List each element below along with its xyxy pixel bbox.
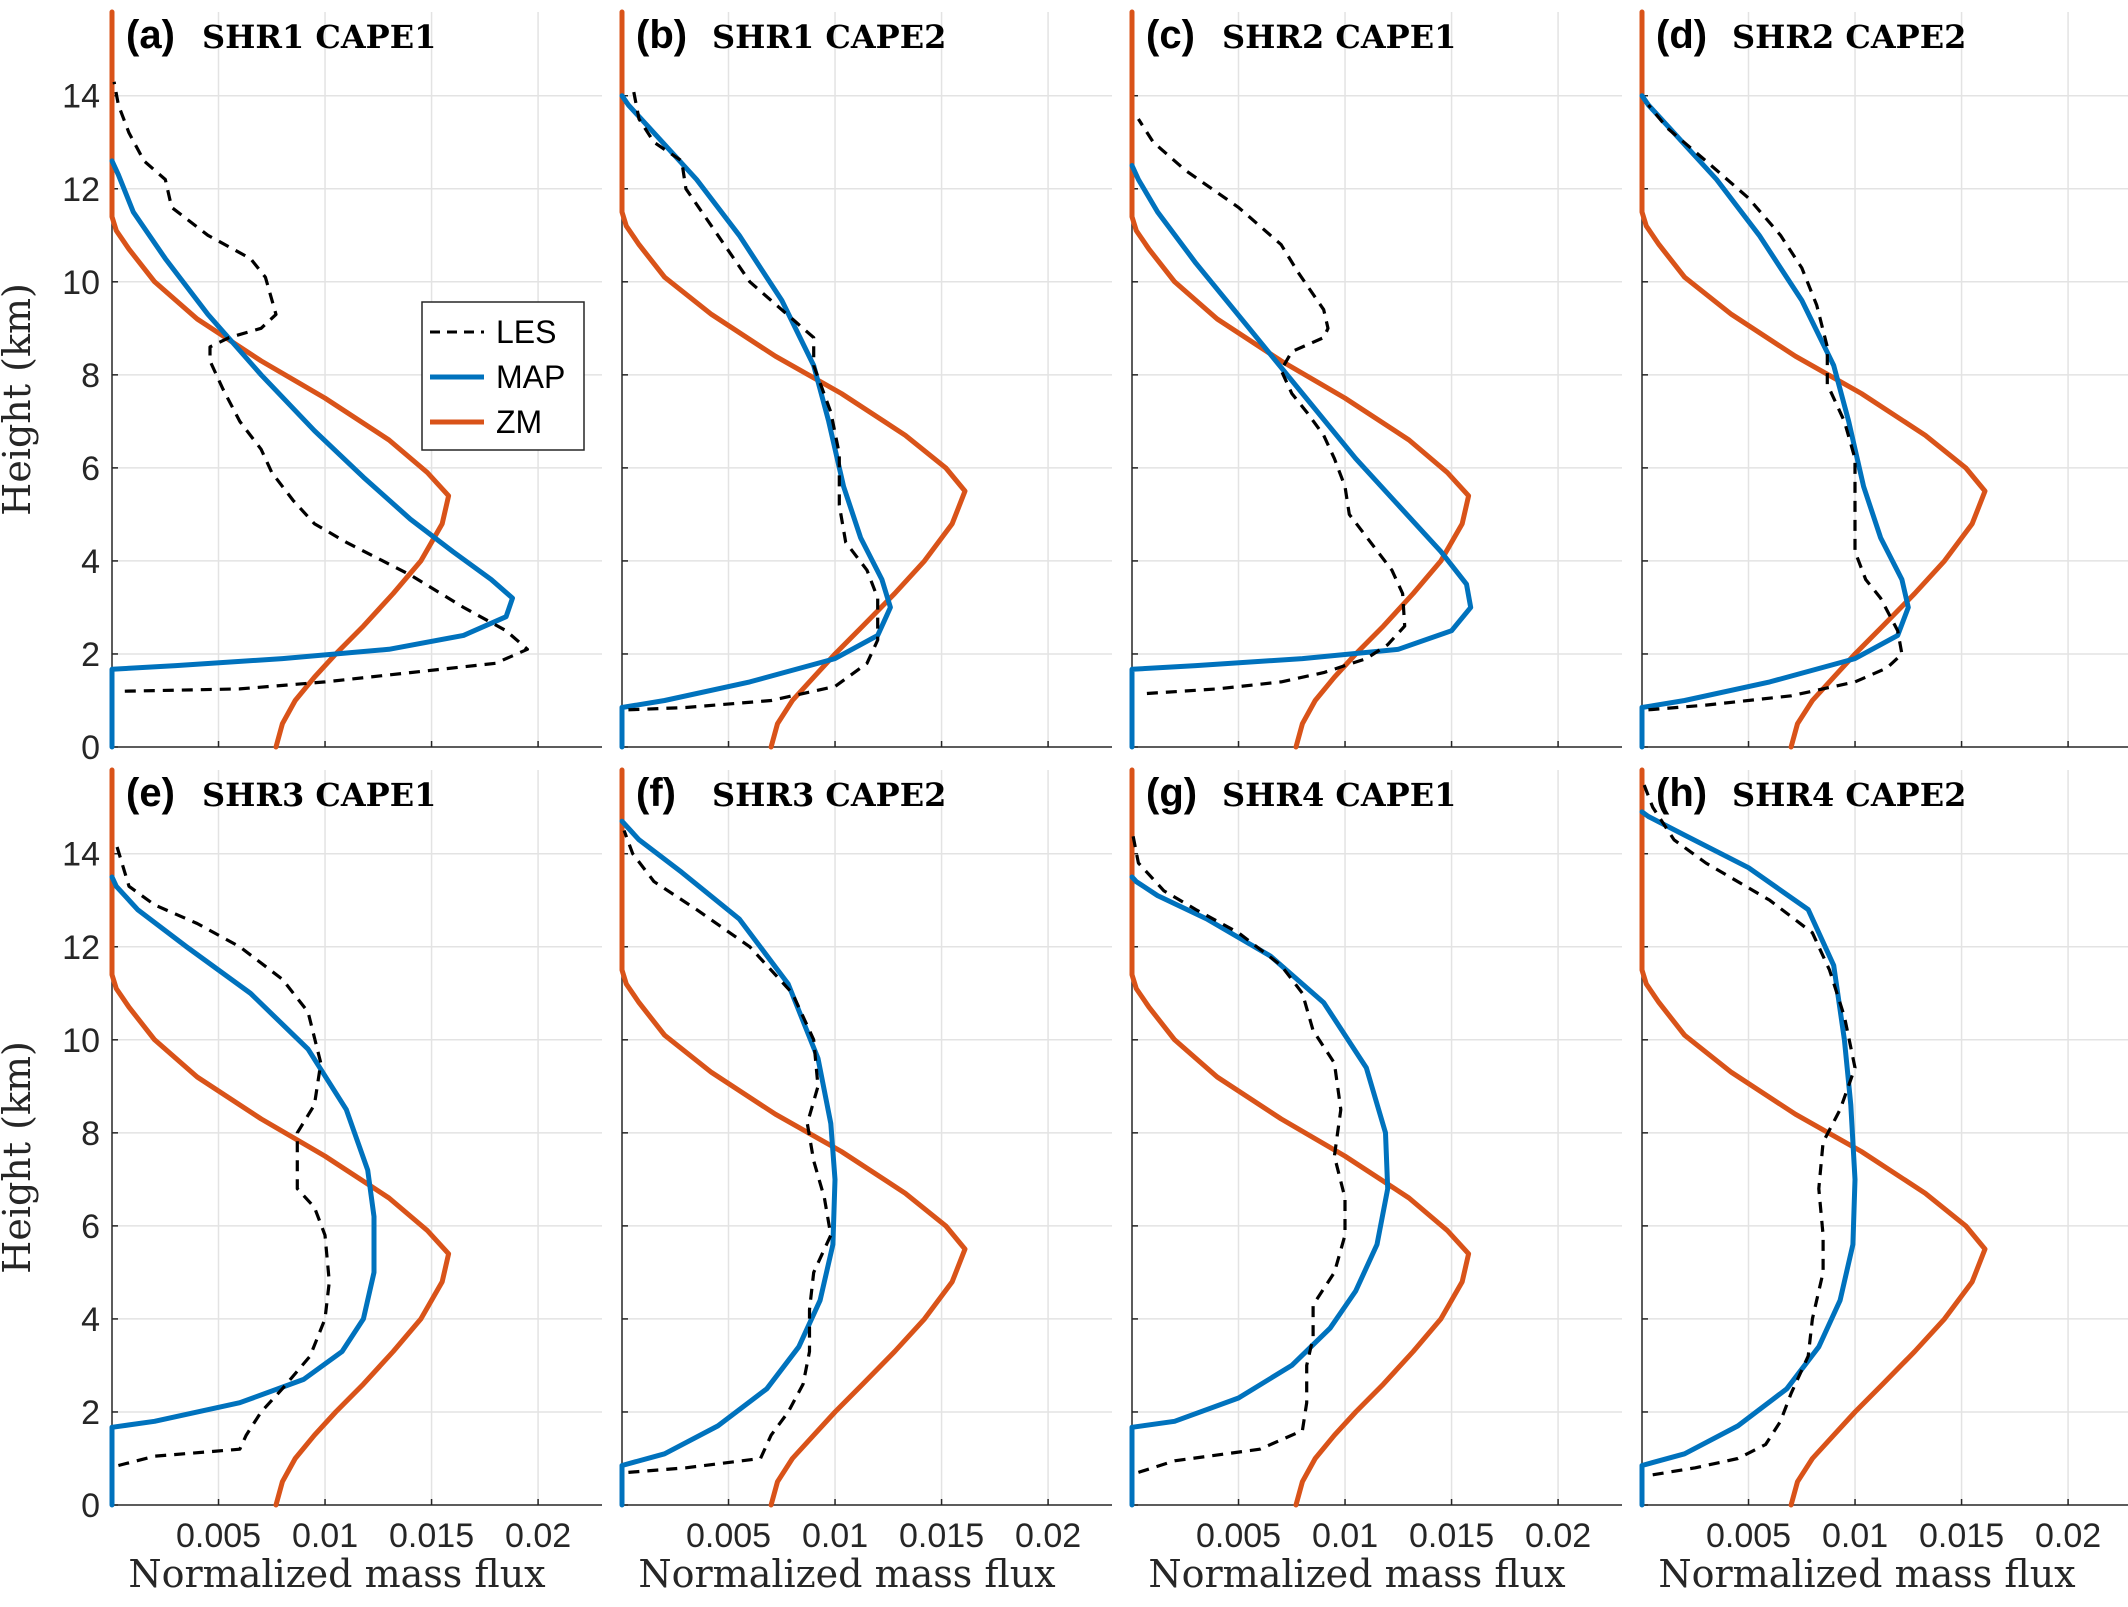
series-line-les	[1647, 103, 1904, 712]
series-line-map	[1129, 163, 1474, 750]
x-tick-label: 0.01	[802, 1517, 868, 1555]
panel-title: SHR1 CAPE2	[712, 18, 946, 56]
x-tick-label: 0.005	[1706, 1517, 1791, 1555]
panel-title: SHR2 CAPE1	[1222, 18, 1456, 56]
series-line-map	[619, 93, 893, 750]
grid	[1642, 770, 2128, 1505]
panel-letter: (d)	[1656, 13, 1707, 57]
x-tick-label: 0.02	[505, 1517, 571, 1555]
x-tick-label: 0.015	[1409, 1517, 1494, 1555]
grid	[622, 770, 1112, 1505]
series-line-map	[619, 818, 838, 1508]
x-tick-label: 0.015	[1919, 1517, 2004, 1555]
series-line-les	[1137, 118, 1407, 696]
panel-letter: (f)	[636, 771, 676, 815]
y-tick-label: 6	[81, 1208, 100, 1246]
panel-title: SHR3 CAPE2	[712, 776, 946, 814]
x-tick-label: 0.01	[1312, 1517, 1378, 1555]
y-tick-label: 4	[81, 543, 100, 581]
panel-b: (b) SHR1 CAPE2	[619, 9, 1112, 750]
series-line-les	[112, 81, 529, 693]
y-tick-label: 14	[62, 836, 100, 874]
panel-title: SHR4 CAPE1	[1222, 776, 1456, 814]
series-line-zm	[619, 767, 968, 1508]
panel-title: SHR2 CAPE2	[1732, 18, 1966, 56]
x-tick-label: 0.02	[2035, 1517, 2101, 1555]
series-line-zm	[1639, 767, 1988, 1508]
y-axis-title: Height (km)	[0, 283, 39, 516]
x-tick-label: 0.02	[1525, 1517, 1591, 1555]
y-tick-label: 6	[81, 450, 100, 488]
x-axis-title: Normalized mass flux	[128, 1552, 545, 1596]
panel-letter: (g)	[1146, 771, 1197, 815]
panel-title: SHR4 CAPE2	[1732, 776, 1966, 814]
series-line-map	[1639, 809, 1858, 1508]
legend: LES MAP ZM	[421, 301, 585, 451]
y-tick-label: 12	[62, 171, 100, 209]
y-tick-label: 2	[81, 1394, 100, 1432]
panel-c: (c) SHR2 CAPE1	[1129, 9, 1622, 750]
legend-label: ZM	[496, 404, 542, 440]
series-line-zm	[1129, 767, 1472, 1508]
panel-d: (d) SHR2 CAPE2	[1639, 9, 2128, 750]
series-line-zm	[1639, 9, 1988, 750]
series-line-zm	[109, 767, 452, 1508]
grid	[622, 12, 1112, 747]
x-axis-title: Normalized mass flux	[1658, 1552, 2075, 1596]
y-axis-title: Height (km)	[0, 1041, 39, 1274]
series-line-map	[109, 874, 377, 1508]
panel-letter: (b)	[636, 13, 687, 57]
panel-letter: (e)	[126, 771, 175, 815]
panel-letter: (a)	[126, 13, 175, 57]
panel-letter: (c)	[1146, 13, 1195, 57]
grid	[1132, 770, 1622, 1505]
x-tick-label: 0.015	[899, 1517, 984, 1555]
x-tick-label: 0.005	[1196, 1517, 1281, 1555]
y-tick-label: 8	[81, 1115, 100, 1153]
grid	[1642, 12, 2128, 747]
legend-label: MAP	[496, 359, 565, 395]
y-tick-label: 12	[62, 929, 100, 967]
y-tick-label: 4	[81, 1301, 100, 1339]
y-tick-label: 0	[81, 729, 100, 767]
panel-a: 0 2 4 6 8 10 12 14 Height (km) (a) SHR1 CAPE1 LES MA…	[0, 9, 602, 767]
x-tick-label: 0.005	[176, 1517, 261, 1555]
series-line-map	[1129, 874, 1391, 1508]
y-tick-label: 14	[62, 78, 100, 116]
x-axis-title: Normalized mass flux	[1148, 1552, 1565, 1596]
series-line-les	[628, 86, 880, 712]
series-line-les	[1640, 778, 1857, 1477]
series-line-les	[114, 843, 331, 1468]
series-line-les	[622, 829, 833, 1474]
series-line-zm	[619, 9, 968, 750]
x-tick-label: 0.005	[686, 1517, 771, 1555]
grid	[1132, 12, 1622, 747]
x-axis-title: Normalized mass flux	[638, 1552, 1055, 1596]
y-tick-label: 10	[62, 1022, 100, 1060]
series-line-map	[109, 158, 515, 750]
y-tick-label: 10	[62, 264, 100, 302]
y-tick-label: 0	[81, 1487, 100, 1525]
legend-label: LES	[496, 314, 556, 350]
series-line-zm	[1129, 9, 1472, 750]
panel-title: SHR1 CAPE1	[202, 18, 436, 56]
panel-title: SHR3 CAPE1	[202, 776, 436, 814]
x-tick-label: 0.015	[389, 1517, 474, 1555]
x-tick-label: 0.01	[292, 1517, 358, 1555]
series-line-zm	[109, 9, 452, 750]
x-tick-label: 0.02	[1015, 1517, 1081, 1555]
series-line-map	[1639, 93, 1911, 750]
y-tick-label: 2	[81, 636, 100, 674]
x-tick-label: 0.01	[1822, 1517, 1888, 1555]
panel-letter: (h)	[1656, 771, 1707, 815]
y-tick-label: 8	[81, 357, 100, 395]
